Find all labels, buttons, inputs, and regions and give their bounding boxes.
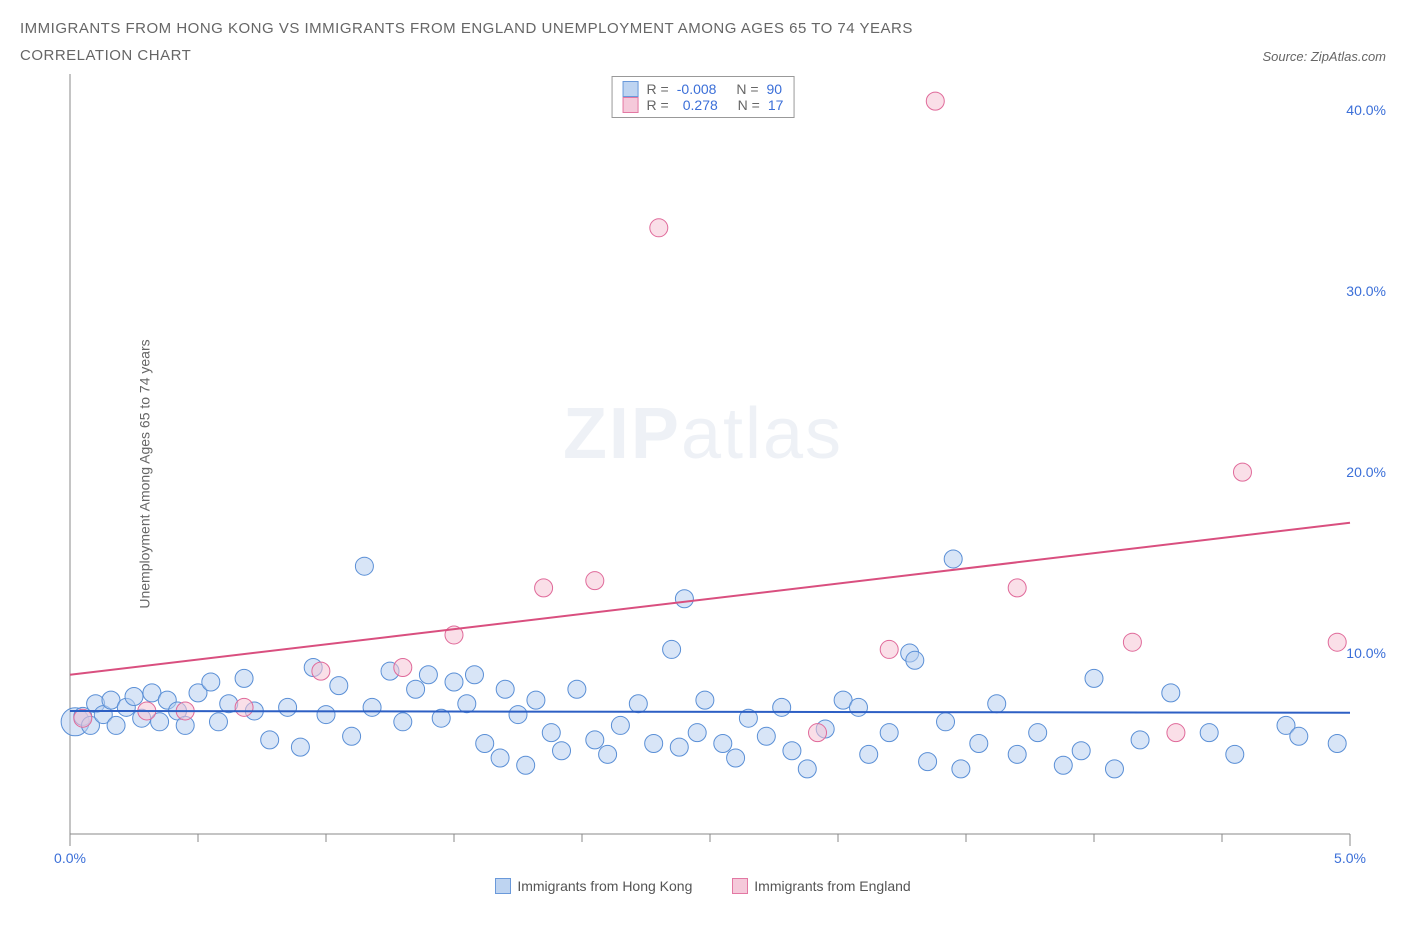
legend-n-hk: 90 [767, 81, 783, 97]
chart-title: IMMIGRANTS FROM HONG KONG VS IMMIGRANTS … [20, 20, 1386, 37]
legend-swatch-eng [623, 97, 639, 113]
scatter-plot [20, 74, 1406, 864]
legend-row-hk: R = -0.008 N = 90 [623, 81, 784, 97]
legend-r-eng: 0.278 [677, 97, 718, 113]
legend-row-eng: R = 0.278 N = 17 [623, 97, 784, 113]
x-tick-label: 0.0% [54, 850, 86, 866]
y-tick-label: 20.0% [1346, 464, 1386, 480]
legend-item-eng: Immigrants from England [732, 878, 910, 894]
legend-item-hk: Immigrants from Hong Kong [495, 878, 692, 894]
legend-label-hk: Immigrants from Hong Kong [517, 878, 692, 894]
legend-swatch-icon [732, 878, 748, 894]
chart-container: Unemployment Among Ages 65 to 74 years Z… [20, 74, 1386, 874]
legend-swatch-icon [495, 878, 511, 894]
y-tick-label: 30.0% [1346, 283, 1386, 299]
legend-swatch-hk [623, 81, 639, 97]
series-legend: Immigrants from Hong Kong Immigrants fro… [20, 878, 1386, 897]
legend-r-hk: -0.008 [677, 81, 717, 97]
chart-subtitle: CORRELATION CHART [20, 47, 191, 64]
legend-label-eng: Immigrants from England [754, 878, 910, 894]
source-label: Source: ZipAtlas.com [1262, 49, 1386, 64]
correlation-legend: R = -0.008 N = 90 R = 0.278 N = 17 [612, 76, 795, 118]
y-tick-label: 10.0% [1346, 645, 1386, 661]
y-tick-label: 40.0% [1346, 102, 1386, 118]
y-axis-label: Unemployment Among Ages 65 to 74 years [137, 339, 153, 608]
x-tick-label: 5.0% [1334, 850, 1366, 866]
legend-n-eng: 17 [768, 97, 784, 113]
